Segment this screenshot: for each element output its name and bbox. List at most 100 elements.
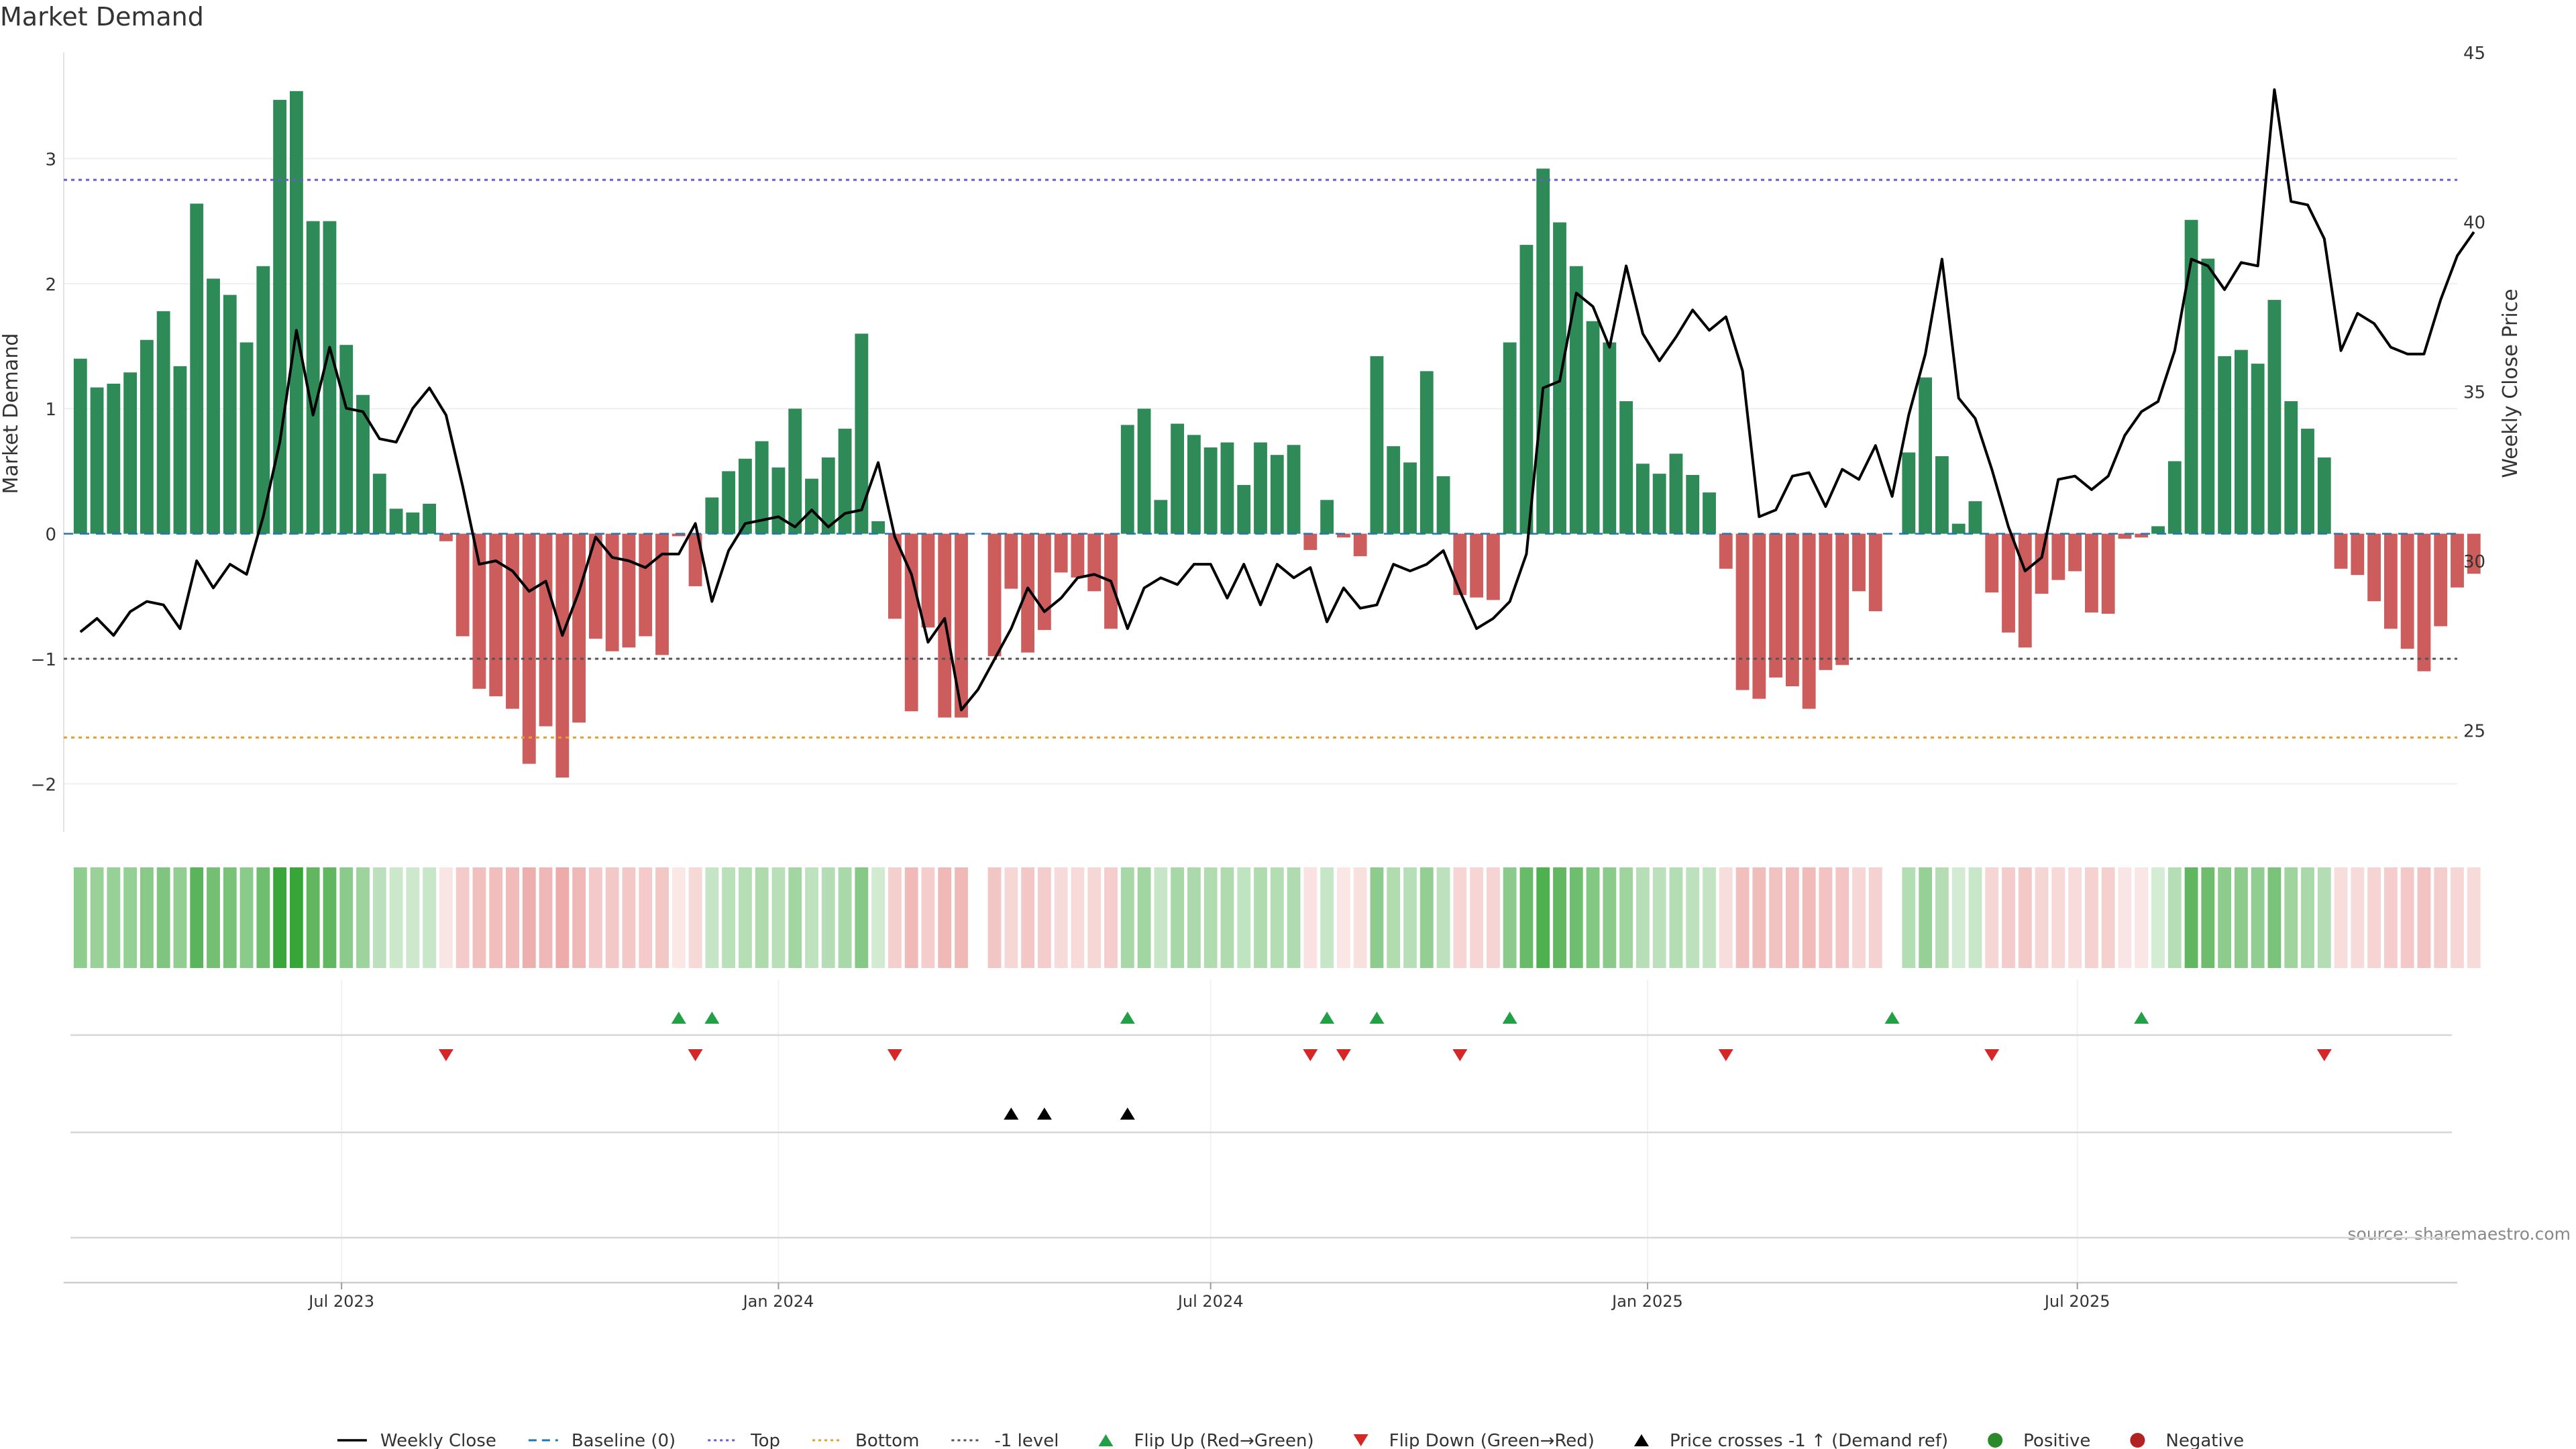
demand-bar-positive [1935,456,1949,534]
demand-bar-negative [2084,533,2098,613]
demand-strip-cell [1270,867,1284,968]
demand-strip-cell [107,867,121,968]
demand-strip-cell [2417,867,2431,968]
demand-strip-cell [838,867,852,968]
demand-strip-cell [1419,867,1434,968]
demand-bar-positive [90,387,104,534]
demand-strip-cell [572,867,586,968]
legend-item-2-label: Top [750,1431,780,1449]
demand-bar-negative [1835,533,1849,665]
demand-bar-negative [2367,533,2381,602]
demand-strip-cell [1054,867,1068,968]
demand-strip-cell [207,867,220,968]
demand-strip-cell [439,867,453,968]
demand-bar-positive [339,345,354,534]
demand-bar-positive [1320,500,1334,534]
demand-strip-cell [1237,867,1251,968]
demand-strip-cell [1951,867,1966,968]
demand-strip-cell [705,867,719,968]
demand-bar-positive [1603,342,1617,534]
demand-bar-positive [2267,300,2282,534]
demand-bar-negative [1985,533,1999,593]
demand-bar-negative [572,533,586,723]
demand-strip-cell [1303,867,1318,968]
demand-strip-cell [1802,867,1816,968]
demand-bar-negative [455,533,470,637]
demand-strip-cell [1868,867,1882,968]
demand-bar-negative [2467,533,2481,574]
demand-strip-cell [539,867,553,968]
demand-bar-negative [955,533,968,718]
demand-bar-positive [2317,457,2331,534]
demand-bar-positive [1387,446,1401,534]
y2-tick-label: 25 [2463,722,2485,742]
demand-strip-cell [1785,867,1799,968]
legend-item-6-symbol [1353,1434,1368,1446]
y2-tick-label: 35 [2463,382,2485,402]
demand-strip-cell [1852,867,1866,968]
demand-strip-cell [2084,867,2098,968]
demand-strip-cell [173,867,187,968]
x-tick-label: Jul 2023 [307,1292,374,1311]
demand-bar-positive [406,512,420,534]
demand-strip-cell [938,867,952,968]
demand-bar-positive [1254,442,1267,534]
demand-strip-cell [1619,867,1633,968]
demand-bar-positive [1703,492,1716,534]
demand-bar-negative [1819,533,1833,670]
demand-bar-positive [738,458,752,534]
demand-bar-negative [2118,533,2132,539]
demand-bar-positive [2218,356,2232,534]
demand-bar-negative [639,533,653,637]
demand-bar-positive [1635,464,1650,534]
demand-strip-cell [273,867,287,968]
demand-strip-cell [1387,867,1401,968]
legend-item-5-symbol [1098,1434,1114,1446]
demand-bar-negative [2002,533,2015,633]
demand-bar-positive [1536,168,1550,534]
demand-strip-cell [855,867,869,968]
demand-strip-cell [1686,867,1700,968]
demand-bar-positive [788,409,802,534]
demand-strip-cell [489,867,503,968]
demand-strip-cell [372,867,386,968]
demand-bar-positive [223,294,237,534]
demand-strip-cell [1320,867,1334,968]
demand-strip-cell [738,867,752,968]
demand-strip-cell [356,867,370,968]
demand-bar-positive [207,278,220,534]
demand-bar-positive [1203,447,1218,534]
demand-strip-cell [1536,867,1550,968]
demand-strip-cell [323,867,337,968]
demand-strip-cell [1203,867,1218,968]
demand-bar-negative [1453,533,1467,595]
demand-bar-negative [1353,533,1367,557]
demand-bar-negative [522,533,536,764]
demand-bar-positive [123,372,138,534]
demand-bar-negative [605,533,619,651]
price-cross-marker [1036,1108,1052,1120]
demand-bar-negative [921,533,935,628]
demand-bar-positive [1919,377,1933,534]
demand-bar-negative [987,533,1002,657]
demand-strip-cell [1104,867,1118,968]
demand-strip-cell [2218,867,2232,968]
demand-bar-positive [1503,342,1517,534]
demand-bar-negative [2351,533,2365,576]
y2-axis-label: Weekly Close Price [2499,288,2522,478]
demand-bar-positive [755,441,769,534]
demand-bar-positive [190,203,204,534]
demand-strip-cell [223,867,237,968]
legend-item-1-label: Baseline (0) [572,1431,676,1449]
demand-bar-positive [2184,219,2198,534]
demand-strip-cell [506,867,519,968]
demand-bar-positive [1287,445,1301,534]
source-note: source: sharemaestro.com [2348,1224,2571,1244]
demand-strip-cell [771,867,786,968]
demand-strip-cell [1370,867,1384,968]
demand-bar-negative [2451,533,2464,588]
demand-bar-positive [2201,258,2215,534]
demand-strip-cell [1569,867,1583,968]
demand-strip-cell [1669,867,1683,968]
